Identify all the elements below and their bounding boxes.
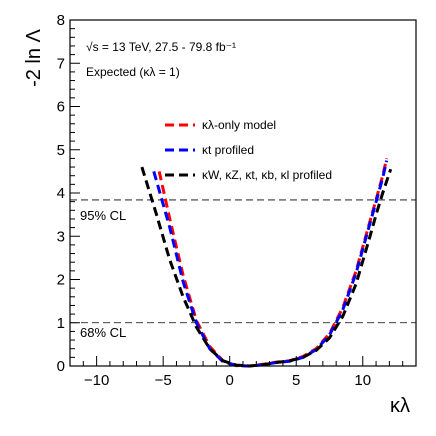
x-tick-label-3: 5 bbox=[292, 372, 300, 389]
x-tick-label-4: 10 bbox=[354, 372, 371, 389]
x-tick-label-2: 0 bbox=[226, 372, 234, 389]
x-tick-label-1: −5 bbox=[155, 372, 172, 389]
axis-layer: −10 −5 0 5 10 0 1 2 3 4 5 6 7 8 bbox=[57, 12, 417, 389]
series-line-1 bbox=[152, 160, 389, 368]
legend-label-1: κt profiled bbox=[202, 143, 254, 157]
y-tick-label-4: 4 bbox=[57, 185, 65, 202]
x-axis-label: κλ bbox=[390, 395, 410, 417]
legend: κλ-only model κt profiled κW, κZ, κt, κb, … bbox=[165, 118, 332, 182]
series-layer bbox=[140, 158, 393, 368]
series-line-2 bbox=[140, 166, 393, 368]
x-tick-label-0: −10 bbox=[84, 372, 109, 389]
y-tick-label-7: 7 bbox=[57, 55, 65, 72]
y-tick-label-0: 0 bbox=[57, 358, 65, 375]
cl95-label: 95% CL bbox=[80, 208, 126, 223]
legend-label-0: κλ-only model bbox=[202, 118, 276, 132]
y-tick-label-1: 1 bbox=[57, 315, 65, 332]
y-axis-label: -2 ln Λ bbox=[23, 28, 45, 86]
y-tick-label-8: 8 bbox=[57, 12, 65, 29]
legend-label-2: κW, κZ, κt, κb, κl profiled bbox=[202, 168, 332, 182]
expected-annotation: Expected (κλ = 1) bbox=[86, 65, 180, 79]
y-tick-label-6: 6 bbox=[57, 99, 65, 116]
y-tick-label-5: 5 bbox=[57, 142, 65, 159]
energy-lumi-annotation: √s = 13 TeV, 27.5 - 79.8 fb⁻¹ bbox=[86, 40, 236, 54]
reference-lines bbox=[70, 199, 416, 324]
y-tick-label-3: 3 bbox=[57, 228, 65, 245]
y-tick-label-2: 2 bbox=[57, 272, 65, 289]
cl68-label: 68% CL bbox=[80, 325, 126, 340]
